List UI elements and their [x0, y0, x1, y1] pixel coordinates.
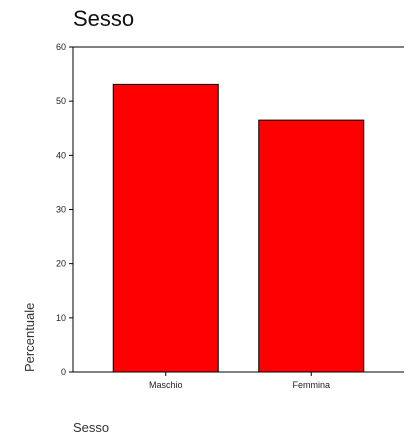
- y-tick-label: 60: [56, 42, 66, 52]
- x-axis-title: Sesso: [73, 420, 109, 435]
- bar-femmina: [258, 119, 365, 373]
- y-tick-label: 0: [61, 367, 66, 377]
- y-tick-label: 10: [56, 313, 66, 323]
- y-tick-label: 30: [56, 205, 66, 215]
- chart-title: Sesso: [73, 6, 134, 31]
- x-tick-label-femmina: Femmina: [292, 380, 330, 390]
- bars: [112, 83, 365, 373]
- y-axis-ticks: 0 10 20 30 40 50 60: [56, 42, 73, 377]
- x-tick-label-maschio: Maschio: [149, 380, 183, 390]
- bar-maschio: [112, 83, 219, 373]
- y-tick-label: 50: [56, 96, 66, 106]
- x-axis-labels: Maschio Femmina: [149, 372, 330, 390]
- y-tick-label: 40: [56, 150, 66, 160]
- y-tick-label: 20: [56, 259, 66, 269]
- y-axis-title: Percentuale: [22, 303, 37, 372]
